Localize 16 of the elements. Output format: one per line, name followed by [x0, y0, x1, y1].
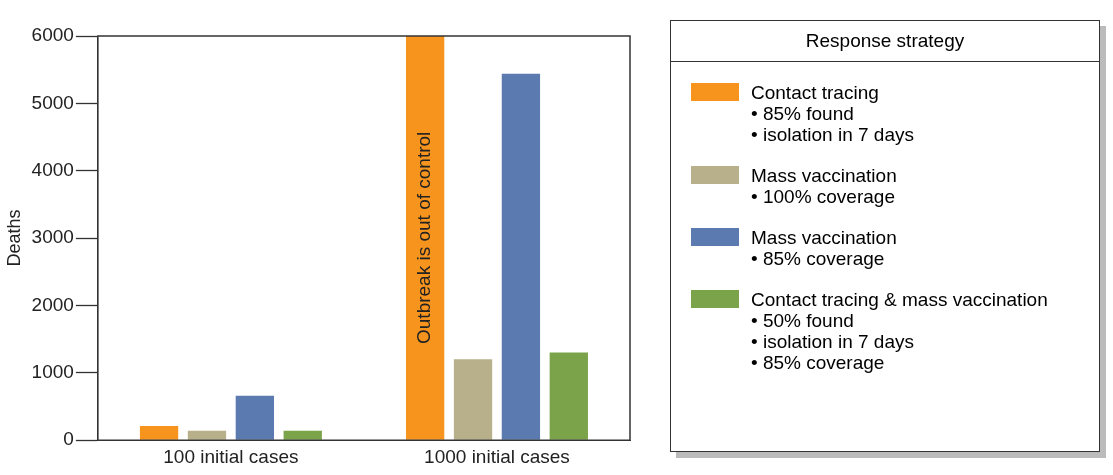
legend-label: Contact tracing • 85% found • isolation in 7 days	[751, 82, 914, 145]
y-tick-label: 2000	[31, 293, 74, 315]
y-tick-label: 3000	[31, 226, 74, 248]
legend-label: Mass vaccination • 100% coverage	[751, 165, 897, 207]
y-tick-label: 4000	[31, 158, 74, 180]
legend-label: Mass vaccination • 85% coverage	[751, 227, 897, 269]
annotation: Outbreak is out of control	[413, 131, 435, 344]
y-axis-title: Deaths	[3, 209, 24, 267]
x-tick-label: 100 initial cases	[163, 445, 299, 467]
y-tick-label: 5000	[31, 91, 74, 113]
legend-label: Contact tracing & mass vaccination • 50% found • isolation in 7 days • 85% coverage	[751, 289, 1048, 373]
y-tick-label: 1000	[31, 361, 74, 383]
y-tick-label: 6000	[31, 24, 74, 46]
x-tick-label: 1000 initial cases	[424, 445, 570, 467]
y-tick-label: 0	[63, 428, 74, 450]
legend-title: Response strategy	[671, 21, 1099, 62]
